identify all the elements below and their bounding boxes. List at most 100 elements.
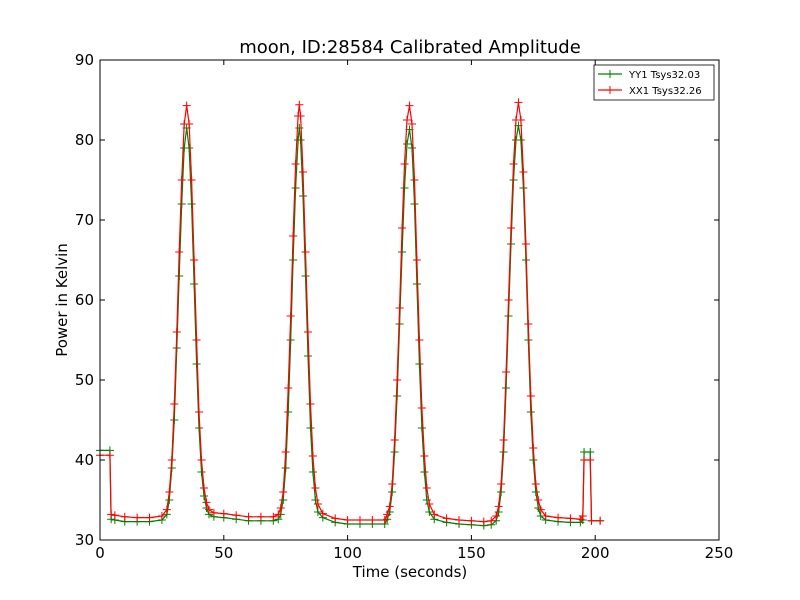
y-tick-label: 30	[75, 531, 94, 549]
data-point-marker	[204, 505, 213, 514]
data-point-marker	[269, 512, 278, 521]
y-tick-label: 80	[75, 131, 94, 149]
x-axis: 0 50 100 150 200 250	[95, 60, 733, 562]
data-point-marker	[295, 124, 304, 132]
data-point-marker	[303, 352, 312, 360]
data-point-marker	[187, 200, 196, 208]
data-point-marker	[388, 480, 397, 488]
data-point-marker	[199, 492, 208, 500]
x-tick-label: 150	[457, 544, 486, 562]
data-point-marker	[420, 468, 429, 476]
data-point-marker	[529, 444, 538, 452]
data-point-marker	[403, 140, 412, 148]
data-point-marker	[531, 488, 540, 496]
legend-label: YY1 Tsys32.03	[628, 70, 700, 81]
data-point-marker	[165, 496, 174, 504]
data-point-marker	[385, 502, 394, 511]
data-point-marker	[417, 424, 426, 432]
data-point-marker	[494, 502, 503, 511]
data-point-marker	[415, 360, 424, 368]
data-point-marker	[274, 510, 283, 519]
x-tick-label: 50	[214, 544, 233, 562]
data-point-marker	[318, 509, 327, 518]
data-point-marker	[566, 514, 575, 523]
data-point-marker	[279, 496, 288, 504]
data-point-marker	[199, 484, 208, 492]
data-point-marker	[301, 272, 310, 280]
data-point-marker	[430, 510, 439, 519]
data-point-marker	[422, 484, 431, 492]
data-point-marker	[281, 448, 290, 456]
data-point-marker	[192, 360, 201, 368]
data-point-marker	[417, 404, 426, 412]
x-axis-label: Time (seconds)	[352, 563, 468, 581]
data-point-marker	[415, 336, 424, 344]
data-point-marker	[455, 516, 464, 524]
data-point-marker	[175, 248, 184, 256]
data-point-marker	[393, 376, 402, 384]
data-point-marker	[286, 312, 295, 320]
data-point-marker	[289, 256, 298, 264]
data-point-marker	[398, 248, 407, 256]
data-point-marker	[284, 408, 293, 416]
legend-marker	[606, 86, 614, 94]
data-point-marker	[578, 512, 587, 520]
data-point-marker	[133, 513, 142, 522]
data-point-marker	[526, 408, 535, 416]
data-point-marker	[596, 516, 605, 525]
y-tick-label: 70	[75, 211, 94, 229]
data-point-marker	[303, 328, 312, 336]
data-point-marker	[412, 256, 421, 264]
data-point-marker	[110, 511, 119, 520]
data-point-marker	[587, 516, 596, 525]
data-point-marker	[311, 484, 320, 492]
data-point-marker	[299, 192, 308, 200]
data-point-marker	[306, 400, 315, 408]
data-point-marker	[281, 464, 290, 472]
data-point-marker	[497, 488, 506, 496]
y-tick-label: 60	[75, 291, 94, 309]
data-point-marker	[516, 136, 525, 144]
data-point-marker	[291, 160, 300, 168]
y-tick-label: 90	[75, 51, 94, 69]
data-point-marker	[405, 101, 414, 110]
data-point-marker	[492, 512, 501, 520]
data-point-marker	[145, 513, 154, 522]
data-point-marker	[554, 513, 563, 522]
data-point-marker	[398, 224, 407, 232]
data-point-marker	[331, 514, 340, 523]
data-point-marker	[291, 184, 300, 192]
data-point-marker	[295, 100, 304, 109]
data-point-marker	[410, 200, 419, 208]
data-point-marker	[165, 488, 174, 496]
data-point-marker	[107, 510, 116, 519]
data-point-marker	[407, 144, 416, 152]
data-point-marker	[313, 508, 322, 516]
data-point-marker	[276, 504, 285, 512]
legend-label: XX1 Tsys32.26	[629, 86, 702, 97]
data-point-marker	[514, 98, 523, 107]
data-point-marker	[308, 468, 317, 476]
data-point-marker	[407, 120, 416, 128]
data-point-marker	[524, 320, 533, 328]
data-point-marker	[400, 184, 409, 192]
data-point-marker	[497, 480, 506, 488]
data-point-marker	[296, 136, 305, 144]
y-axis: 30 40 50 60 70 80 90	[75, 51, 719, 549]
data-point-marker	[526, 392, 535, 400]
data-point-marker	[521, 240, 530, 248]
data-point-marker	[286, 336, 295, 344]
data-point-marker	[306, 424, 315, 432]
data-point-marker	[192, 336, 201, 344]
data-point-marker	[313, 500, 322, 508]
data-point-marker	[586, 448, 595, 456]
legend-box	[593, 64, 715, 101]
data-point-marker	[279, 488, 288, 496]
x-tick-label: 0	[95, 544, 105, 562]
data-point-marker	[299, 168, 308, 176]
data-point-marker	[202, 498, 211, 507]
data-point-marker	[195, 408, 204, 416]
data-point-marker	[400, 160, 409, 168]
data-point-marker	[502, 368, 511, 376]
data-point-marker	[403, 116, 412, 124]
